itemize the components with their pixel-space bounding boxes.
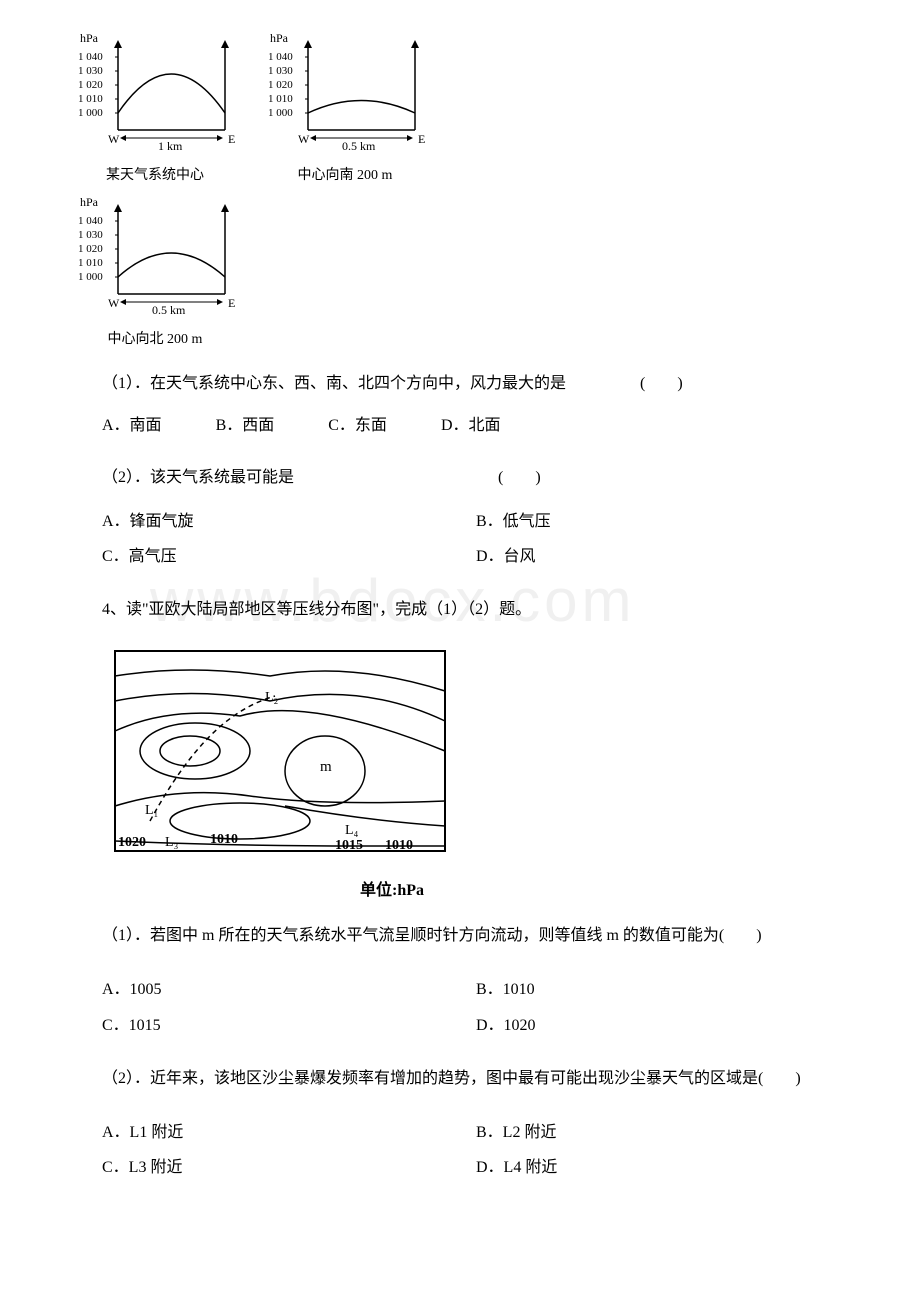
- ytick-label: 1 020: [78, 243, 103, 255]
- arrowhead-icon: [221, 40, 229, 48]
- ytick-label: 1 010: [78, 93, 103, 105]
- option-a: A．锋面气旋: [102, 504, 476, 539]
- q4-1-stem: （1）．若图中 m 所在的天气系统水平气流呈顺时针方向流动，则等值线 m 的数值…: [70, 920, 850, 952]
- option-d: D．台风: [476, 539, 850, 574]
- isobar-map: L₁ L₂ L₃ L₄ m 1020 1010 1015 1010 单位:hPa: [110, 646, 850, 900]
- chart-caption: 中心向南 200 m: [298, 164, 393, 184]
- chart-north: hPa 1 040 1 030 1 020 1 010 1 000 W: [70, 194, 240, 348]
- q1-stem-text: （1）．在天气系统中心东、西、南、北四个方向中，风力最大的是: [70, 368, 566, 400]
- map-label-l1: L₁: [145, 803, 158, 818]
- option-d: D．北面: [441, 410, 501, 442]
- option-b: B．西面: [216, 410, 275, 442]
- arrowhead-icon: [411, 40, 419, 48]
- pressure-curve: [118, 253, 225, 277]
- ytick-label: 1 000: [268, 107, 293, 119]
- map-label-1010b: 1010: [385, 838, 413, 853]
- chart-south-svg: hPa 1 040 1 030 1 020 1 010 1 000 W: [260, 30, 430, 160]
- map-label-1020: 1020: [118, 835, 146, 850]
- option-b: B．L2 附近: [476, 1115, 850, 1150]
- ytick-label: 1 000: [78, 271, 103, 283]
- map-label-l2: L₂: [265, 690, 279, 705]
- axis-e-label: E: [228, 132, 235, 146]
- y-axis-label: hPa: [270, 31, 289, 45]
- map-label-l3: L₃: [165, 835, 179, 850]
- width-label: 0.5 km: [152, 303, 186, 317]
- axis-e-label: E: [418, 132, 425, 146]
- charts-row-1: hPa 1 040 1 030 1 020 1 010 1 000: [70, 30, 850, 184]
- option-a: A．南面: [102, 410, 162, 442]
- arrowhead-icon: [114, 40, 122, 48]
- option-c: C．L3 附近: [102, 1150, 476, 1185]
- q4-1-options: A．1005 B．1010 C．1015 D．1020: [70, 972, 850, 1042]
- ytick-label: 1 030: [78, 65, 103, 77]
- ytick-label: 1 030: [78, 229, 103, 241]
- width-label: 0.5 km: [342, 139, 376, 153]
- ytick-label: 1 020: [78, 79, 103, 91]
- arrowhead-icon: [114, 204, 122, 212]
- isobar-map-svg: L₁ L₂ L₃ L₄ m 1020 1010 1015 1010: [110, 646, 450, 866]
- option-c: C．高气压: [102, 539, 476, 574]
- chart-north-svg: hPa 1 040 1 030 1 020 1 010 1 000 W: [70, 194, 240, 324]
- chart-center-svg: hPa 1 040 1 030 1 020 1 010 1 000: [70, 30, 240, 160]
- option-b: B．1010: [476, 972, 850, 1007]
- ytick-label: 1 000: [78, 107, 103, 119]
- option-c: C．1015: [102, 1008, 476, 1043]
- width-label: 1 km: [158, 139, 183, 153]
- axis-w-label: W: [298, 132, 310, 146]
- option-c: C．东面: [328, 410, 387, 442]
- q2-stem-text: （2）．该天气系统最可能是: [70, 462, 294, 494]
- pressure-curve: [118, 74, 225, 113]
- option-a: A．1005: [102, 972, 476, 1007]
- q4-intro: 4、读"亚欧大陆局部地区等压线分布图"，完成（1）（2）题。: [70, 594, 850, 626]
- q2-stem: （2）．该天气系统最可能是 ( ): [70, 462, 850, 494]
- ytick-label: 1 030: [268, 65, 293, 77]
- chart-center: hPa 1 040 1 030 1 020 1 010 1 000: [70, 30, 240, 184]
- answer-paren: ( ): [498, 469, 541, 486]
- option-a: A．L1 附近: [102, 1115, 476, 1150]
- arrowhead-icon: [120, 135, 126, 141]
- q2-options: A．锋面气旋 B．低气压 C．高气压 D．台风: [70, 504, 850, 574]
- axis-e-label: E: [228, 296, 235, 310]
- y-axis-label: hPa: [80, 195, 99, 209]
- axis-w-label: W: [108, 132, 120, 146]
- map-unit-label: 单位:hPa: [360, 876, 850, 900]
- ytick-label: 1 040: [78, 51, 103, 63]
- q4-2-stem: （2）．近年来，该地区沙尘暴爆发频率有增加的趋势，图中最有可能出现沙尘暴天气的区…: [70, 1063, 850, 1095]
- chart-south: hPa 1 040 1 030 1 020 1 010 1 000 W: [260, 30, 430, 184]
- axis-w-label: W: [108, 296, 120, 310]
- map-label-m: m: [320, 759, 332, 775]
- map-label-1015: 1015: [335, 838, 363, 853]
- option-d: D．1020: [476, 1008, 850, 1043]
- arrowhead-icon: [221, 204, 229, 212]
- ytick-label: 1 020: [268, 79, 293, 91]
- q1-options: A．南面 B．西面 C．东面 D．北面: [70, 410, 850, 442]
- map-label-l4: L₄: [345, 823, 359, 838]
- pressure-charts-section: hPa 1 040 1 030 1 020 1 010 1 000: [70, 30, 850, 348]
- arrowhead-icon: [217, 135, 223, 141]
- arrowhead-icon: [217, 299, 223, 305]
- pressure-curve: [308, 101, 415, 114]
- q1-stem: （1）．在天气系统中心东、西、南、北四个方向中，风力最大的是 ( ): [70, 368, 850, 400]
- y-axis-label: hPa: [80, 31, 99, 45]
- option-d: D．L4 附近: [476, 1150, 850, 1185]
- chart-caption: 中心向北 200 m: [108, 328, 203, 348]
- q4-2-options: A．L1 附近 B．L2 附近 C．L3 附近 D．L4 附近: [70, 1115, 850, 1185]
- map-label-1010: 1010: [210, 832, 238, 847]
- answer-paren: ( ): [640, 375, 683, 392]
- arrowhead-icon: [304, 40, 312, 48]
- ytick-label: 1 040: [78, 215, 103, 227]
- option-b: B．低气压: [476, 504, 850, 539]
- arrowhead-icon: [407, 135, 413, 141]
- charts-row-2: hPa 1 040 1 030 1 020 1 010 1 000 W: [70, 194, 850, 348]
- ytick-label: 1 010: [268, 93, 293, 105]
- ytick-label: 1 040: [268, 51, 293, 63]
- arrowhead-icon: [310, 135, 316, 141]
- chart-caption: 某天气系统中心: [106, 164, 204, 184]
- ytick-label: 1 010: [78, 257, 103, 269]
- q4-section: www.bdocx.com 4、读"亚欧大陆局部地区等压线分布图"，完成（1）（…: [70, 594, 850, 900]
- arrowhead-icon: [120, 299, 126, 305]
